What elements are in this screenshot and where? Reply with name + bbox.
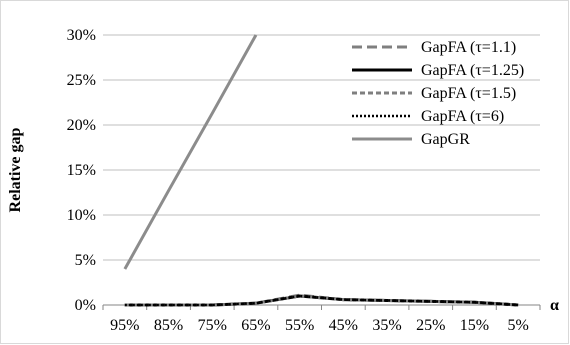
y-tick-label: 5%	[75, 252, 96, 269]
y-tick-label: 25%	[67, 72, 96, 89]
series-line	[123, 34, 258, 270]
y-axis-title: Relative gap	[7, 127, 24, 212]
x-tick-label: 5%	[507, 317, 528, 334]
x-tick-label: 35%	[372, 317, 401, 334]
y-tick-label: 30%	[67, 27, 96, 44]
x-tick-label: 75%	[198, 317, 227, 334]
legend-label: GapFA (τ=1.25)	[421, 62, 524, 79]
y-tick-label: 15%	[67, 162, 96, 179]
y-tick-label: 20%	[67, 117, 96, 134]
series-lines	[123, 34, 519, 307]
legend: GapFA (τ=1.1) GapFA (τ=1.25) GapFA (τ=1.5)…	[352, 39, 524, 148]
x-tick-label: 95%	[110, 317, 139, 334]
legend-label: GapFA (τ=1.5)	[421, 85, 516, 102]
x-tick-label: 15%	[460, 317, 489, 334]
x-tick-label: 85%	[154, 317, 183, 334]
legend-label: GapFA (τ=1.1)	[421, 39, 516, 56]
x-tick-label: 25%	[416, 317, 445, 334]
y-axis-ticks: 0% 5% 10% 15% 20% 25% 30%	[67, 27, 96, 314]
x-tick-label: 55%	[285, 317, 314, 334]
y-tick-label: 10%	[67, 207, 96, 224]
x-axis-title: α	[550, 297, 559, 314]
series-line	[124, 294, 519, 307]
y-tick-label: 0%	[75, 297, 96, 314]
legend-label: GapGR	[421, 131, 470, 148]
x-axis-ticks: 95% 85% 75% 65% 55% 45% 35% 25% 15% 5%	[102, 305, 541, 334]
x-tick-label: 45%	[329, 317, 358, 334]
x-tick-label: 65%	[241, 317, 270, 334]
legend-label: GapFA (τ=6)	[421, 108, 504, 125]
gridlines	[103, 34, 540, 261]
